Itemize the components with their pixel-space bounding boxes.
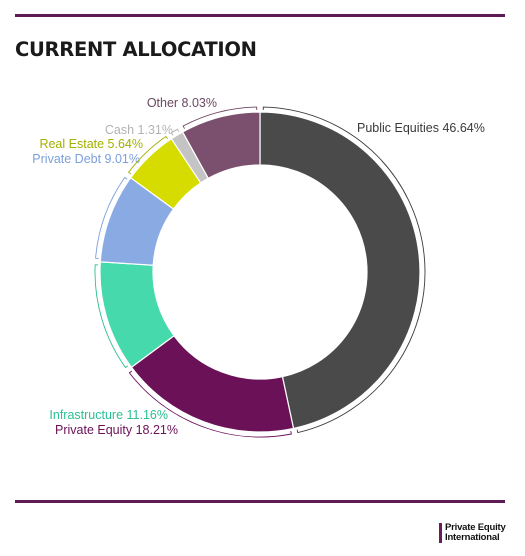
- bracket-private-debt: [95, 176, 128, 259]
- label-private-debt: Private Debt 9.01%: [32, 152, 140, 166]
- logo-line-2: International: [445, 532, 500, 543]
- bracket-private-equity: [128, 370, 292, 438]
- slice-public-equities: [259, 111, 421, 430]
- bracket-cash: [170, 128, 180, 136]
- label-other: Other 8.03%: [147, 96, 217, 110]
- bracket-other: [182, 106, 258, 129]
- bracket-infrastructure: [94, 264, 129, 369]
- chart-title: CURRENT ALLOCATION: [15, 38, 257, 61]
- bracket-public-equities: [262, 106, 426, 434]
- publisher-logo: Private Equity International: [439, 523, 506, 543]
- label-infrastructure: Infrastructure 11.16%: [49, 408, 168, 422]
- label-cash: Cash 1.31%: [105, 123, 173, 137]
- bracket-real-estate: [127, 135, 168, 175]
- label-private-equity: Private Equity 18.21%: [55, 423, 178, 437]
- logo-line-1: Private Equity: [445, 522, 506, 533]
- bottom-rule: [15, 500, 505, 503]
- top-rule: [15, 14, 505, 17]
- label-real-estate: Real Estate 5.64%: [39, 137, 143, 151]
- label-public-equities: Public Equities 46.64%: [357, 121, 485, 135]
- slice-other: [181, 111, 261, 180]
- donut-chart: Public Equities 46.64% Private Equity 18.…: [32, 96, 485, 438]
